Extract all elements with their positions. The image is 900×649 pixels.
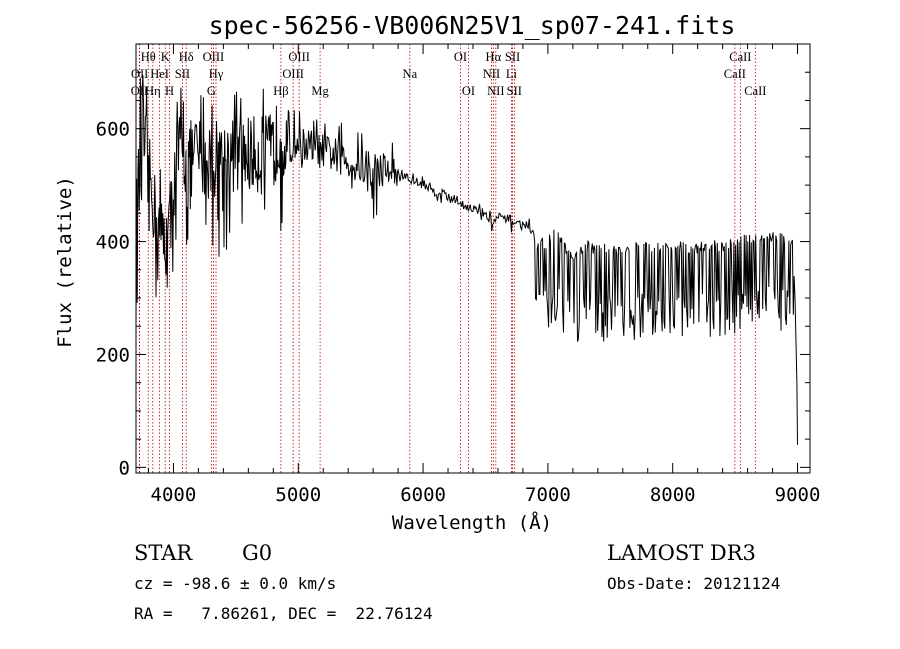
axis-ticks <box>136 44 810 473</box>
axis-tick-labels: 4000 5000 6000 7000 8000 9000 0 200 400 600 <box>96 119 821 506</box>
y-tick-label: 0 <box>119 457 130 479</box>
spectral-line-label: K <box>161 50 170 64</box>
spectral-line-label: Na <box>403 67 418 81</box>
x-tick-label: 5000 <box>275 484 321 506</box>
x-tick-label: 6000 <box>400 484 446 506</box>
spectral-line-label: OIII <box>203 50 225 64</box>
observation-date: Obs-Date: 20121124 <box>607 574 780 593</box>
x-tick-label: 8000 <box>650 484 696 506</box>
x-tick-label: 9000 <box>775 484 821 506</box>
spectral-line-label: OIII <box>288 50 310 64</box>
spectral-line-label: Hη <box>145 84 161 98</box>
y-tick-label: 600 <box>96 119 130 141</box>
spectral-line-label: NII <box>483 67 500 81</box>
spectral-line-label: Mg <box>311 84 329 98</box>
chart-title: spec-56256-VB006N25V1_sp07-241.fits <box>209 11 736 40</box>
survey-name: LAMOST DR3 <box>607 541 756 565</box>
spectral-line-label: OI <box>454 50 467 64</box>
object-subclass: G0 <box>242 541 272 565</box>
spectral-line-label: H <box>165 84 174 98</box>
spectral-line-label: SII <box>175 67 190 81</box>
spectral-line-label: CaII <box>724 67 746 81</box>
spectral-line-label: Hβ <box>273 84 288 98</box>
spectral-line-label: SII <box>505 50 520 64</box>
spectral-line-label: Hα <box>486 50 502 64</box>
spectral-line-label: HeI <box>150 67 169 81</box>
spectral-line-label: SII <box>507 84 522 98</box>
spectral-line-label: Hδ <box>179 50 194 64</box>
ra-dec: RA = 7.86261, DEC = 22.76124 <box>134 604 433 623</box>
spectral-line-label: OIII <box>282 67 304 81</box>
x-axis-label: Wavelength (Å) <box>392 511 552 534</box>
object-class: STAR <box>134 541 193 565</box>
spectral-line-label: Hγ <box>209 67 224 81</box>
spectrum-line <box>135 75 798 468</box>
spectral-line-label: CaII <box>744 84 766 98</box>
redshift-cz: cz = -98.6 ± 0.0 km/s <box>134 574 336 593</box>
x-tick-label: 4000 <box>151 484 197 506</box>
spectral-line-label: NII <box>487 84 504 98</box>
spectral-line-label: Li <box>506 67 518 81</box>
x-tick-label: 7000 <box>525 484 571 506</box>
y-axis-label: Flux (relative) <box>54 176 76 348</box>
y-tick-label: 200 <box>96 344 130 366</box>
spectral-line-markers <box>138 44 756 473</box>
spectral-line-label: Hθ <box>141 50 156 64</box>
spectral-line-label: G <box>207 84 216 98</box>
spectral-line-label: CaII <box>729 50 751 64</box>
spectral-line-label: OII <box>131 67 148 81</box>
y-tick-label: 400 <box>96 232 130 254</box>
spectral-line-label: OI <box>462 84 475 98</box>
